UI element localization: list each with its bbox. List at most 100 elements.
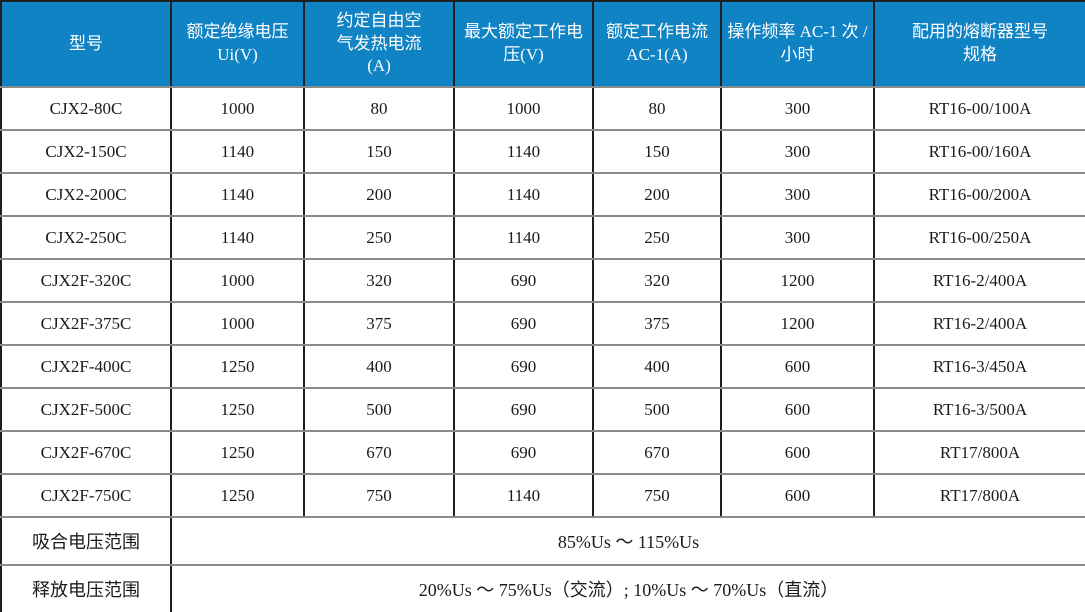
value-cell: 80 xyxy=(303,86,455,131)
value-cell: 300 xyxy=(720,129,875,174)
value-cell: 1000 xyxy=(170,301,305,346)
header-row: 型号 额定绝缘电压 Ui(V) 约定自由空气发热电流(A) 最大额定工作电压(V… xyxy=(0,0,1085,88)
model-cell: CJX2F-750C xyxy=(0,473,172,518)
header-max-working-voltage-label: 最大额定工作电压(V) xyxy=(464,22,583,64)
table-body: CJX2-80C 1000 80 1000 80 300 RT16-00/100A CJX2-… xyxy=(0,86,1085,612)
header-working-current: 额定工作电流 AC-1(A) xyxy=(592,0,722,88)
value-cell: 670 xyxy=(303,430,455,475)
table-row: CJX2F-750C 1250 750 1140 750 600 RT17/800A xyxy=(0,473,1085,518)
value-cell: 750 xyxy=(303,473,455,518)
value-cell: 150 xyxy=(592,129,722,174)
value-cell: 1140 xyxy=(170,215,305,260)
value-cell: 300 xyxy=(720,172,875,217)
value-cell: 300 xyxy=(720,215,875,260)
value-cell: 80 xyxy=(592,86,722,131)
value-cell: 375 xyxy=(303,301,455,346)
value-cell: 200 xyxy=(592,172,722,217)
value-cell: 1000 xyxy=(170,86,305,131)
value-cell: 690 xyxy=(453,258,594,303)
header-insulation-voltage: 额定绝缘电压 Ui(V) xyxy=(170,0,305,88)
header-working-current-label: 额定工作电流 AC-1(A) xyxy=(606,22,708,64)
value-cell: RT16-00/100A xyxy=(873,86,1085,131)
table-row: CJX2F-400C 1250 400 690 400 600 RT16-3/450A xyxy=(0,344,1085,389)
value-cell: 1250 xyxy=(170,430,305,475)
header-operating-frequency: 操作频率 AC-1 次 / 小时 xyxy=(720,0,875,88)
value-cell: 150 xyxy=(303,129,455,174)
value-cell: 1200 xyxy=(720,258,875,303)
table-row: CJX2-150C 1140 150 1140 150 300 RT16-00/160A xyxy=(0,129,1085,174)
value-cell: 600 xyxy=(720,430,875,475)
release-voltage-value: 20%Us ～ 75%Us（交流）; 10%Us ～ 70%Us（直流） xyxy=(170,564,1085,612)
table-row: CJX2-250C 1140 250 1140 250 300 RT16-00/250A xyxy=(0,215,1085,260)
value-cell: 320 xyxy=(303,258,455,303)
value-cell: 500 xyxy=(303,387,455,432)
pickup-voltage-label: 吸合电压范围 xyxy=(0,516,172,566)
header-max-working-voltage: 最大额定工作电压(V) xyxy=(453,0,594,88)
release-voltage-row: 释放电压范围 20%Us ～ 75%Us（交流）; 10%Us ～ 70%Us（… xyxy=(0,564,1085,612)
value-cell: RT16-3/450A xyxy=(873,344,1085,389)
header-thermal-current-label: 约定自由空气发热电流(A) xyxy=(336,10,422,76)
model-cell: CJX2-200C xyxy=(0,172,172,217)
header-fuse-spec: 配用的熔断器型号规格 xyxy=(873,0,1085,88)
value-cell: 1140 xyxy=(453,473,594,518)
value-cell: 320 xyxy=(592,258,722,303)
table-row: CJX2F-375C 1000 375 690 375 1200 RT16-2/400A xyxy=(0,301,1085,346)
value-cell: 400 xyxy=(303,344,455,389)
value-cell: 250 xyxy=(303,215,455,260)
value-cell: RT16-00/250A xyxy=(873,215,1085,260)
value-cell: 1200 xyxy=(720,301,875,346)
model-cell: CJX2F-500C xyxy=(0,387,172,432)
value-cell: RT16-00/160A xyxy=(873,129,1085,174)
model-cell: CJX2F-400C xyxy=(0,344,172,389)
header-fuse-spec-label: 配用的熔断器型号规格 xyxy=(912,22,1048,64)
table-row: CJX2F-320C 1000 320 690 320 1200 RT16-2/400A xyxy=(0,258,1085,303)
value-cell: 1140 xyxy=(453,172,594,217)
value-cell: 690 xyxy=(453,301,594,346)
value-cell: RT16-2/400A xyxy=(873,258,1085,303)
value-cell: 200 xyxy=(303,172,455,217)
header-model-label: 型号 xyxy=(69,33,103,53)
value-cell: 600 xyxy=(720,473,875,518)
value-cell: RT17/800A xyxy=(873,473,1085,518)
value-cell: 750 xyxy=(592,473,722,518)
value-cell: RT16-2/400A xyxy=(873,301,1085,346)
value-cell: 250 xyxy=(592,215,722,260)
pickup-voltage-row: 吸合电压范围 85%Us ～ 115%Us xyxy=(0,516,1085,566)
value-cell: 1250 xyxy=(170,387,305,432)
value-cell: 400 xyxy=(592,344,722,389)
value-cell: 1000 xyxy=(170,258,305,303)
value-cell: 1000 xyxy=(453,86,594,131)
header-operating-frequency-label: 操作频率 AC-1 次 / 小时 xyxy=(727,22,868,64)
model-cell: CJX2F-375C xyxy=(0,301,172,346)
model-cell: CJX2-80C xyxy=(0,86,172,131)
value-cell: 690 xyxy=(453,387,594,432)
value-cell: 1140 xyxy=(453,129,594,174)
value-cell: 600 xyxy=(720,387,875,432)
table-row: CJX2F-500C 1250 500 690 500 600 RT16-3/500A xyxy=(0,387,1085,432)
value-cell: 690 xyxy=(453,430,594,475)
value-cell: 1250 xyxy=(170,344,305,389)
model-cell: CJX2-150C xyxy=(0,129,172,174)
pickup-voltage-value: 85%Us ～ 115%Us xyxy=(170,516,1085,566)
value-cell: 1140 xyxy=(170,129,305,174)
value-cell: 375 xyxy=(592,301,722,346)
table-header: 型号 额定绝缘电压 Ui(V) 约定自由空气发热电流(A) 最大额定工作电压(V… xyxy=(0,0,1085,88)
value-cell: RT16-3/500A xyxy=(873,387,1085,432)
value-cell: RT16-00/200A xyxy=(873,172,1085,217)
model-cell: CJX2-250C xyxy=(0,215,172,260)
value-cell: 300 xyxy=(720,86,875,131)
value-cell: 600 xyxy=(720,344,875,389)
table-row: CJX2-200C 1140 200 1140 200 300 RT16-00/200A xyxy=(0,172,1085,217)
model-cell: CJX2F-670C xyxy=(0,430,172,475)
value-cell: 1140 xyxy=(170,172,305,217)
header-thermal-current: 约定自由空气发热电流(A) xyxy=(303,0,455,88)
value-cell: 1140 xyxy=(453,215,594,260)
header-insulation-voltage-label: 额定绝缘电压 Ui(V) xyxy=(186,22,289,64)
value-cell: 500 xyxy=(592,387,722,432)
table-row: CJX2-80C 1000 80 1000 80 300 RT16-00/100A xyxy=(0,86,1085,131)
header-model: 型号 xyxy=(0,0,172,88)
table-row: CJX2F-670C 1250 670 690 670 600 RT17/800A xyxy=(0,430,1085,475)
value-cell: RT17/800A xyxy=(873,430,1085,475)
